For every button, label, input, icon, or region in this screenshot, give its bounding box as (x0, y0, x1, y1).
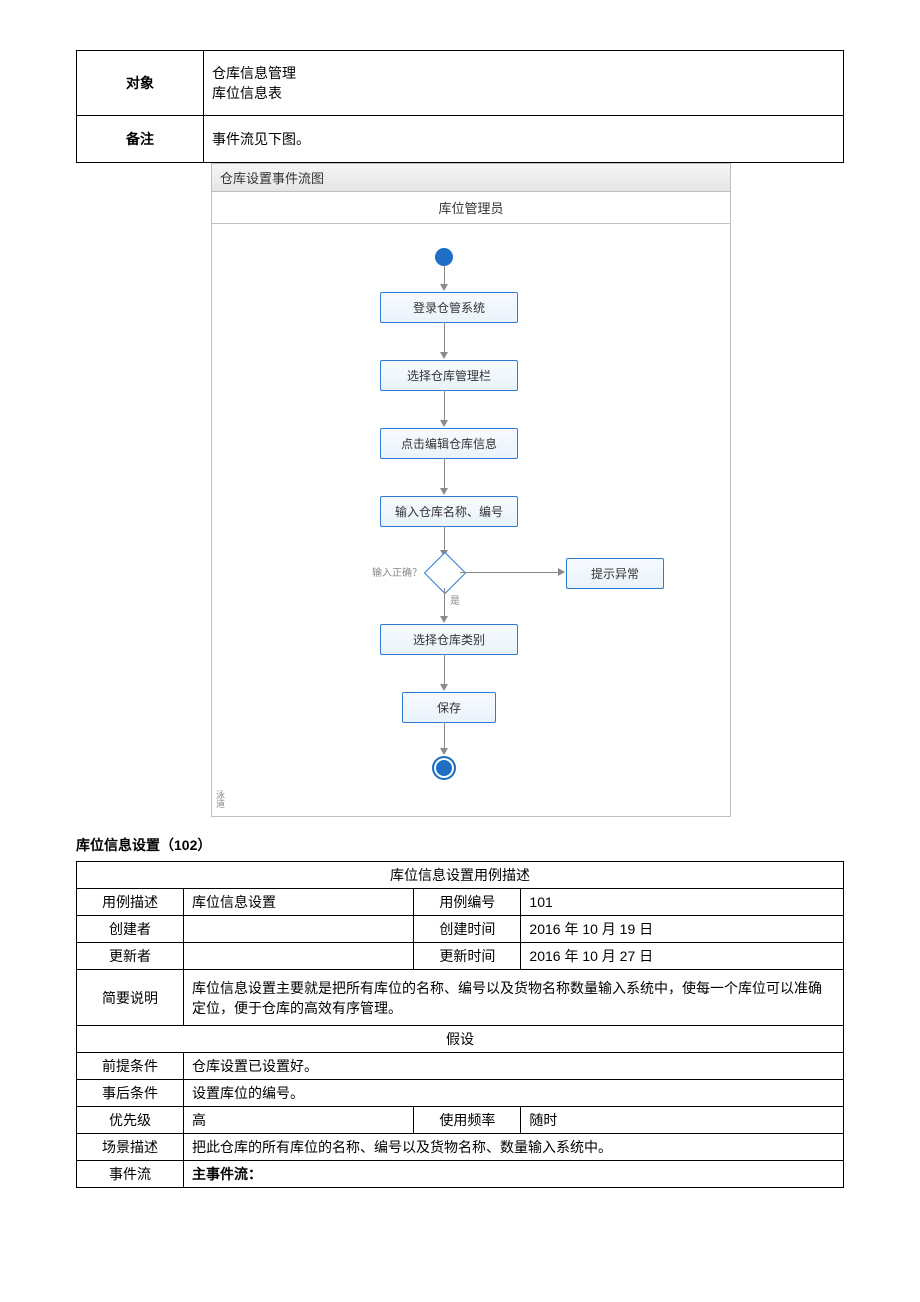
fc-node-edit: 点击编辑仓库信息 (380, 428, 518, 459)
arrow (444, 390, 445, 422)
flowchart-role: 库位管理员 (211, 192, 731, 224)
fc-node-select-tab: 选择仓库管理栏 (380, 360, 518, 391)
t2-prio-value: 高 (184, 1107, 414, 1134)
fc-decision-yes: 是 (450, 592, 460, 607)
t2-id-label: 用例编号 (414, 889, 521, 916)
t2-post-value: 设置库位的编号。 (184, 1080, 844, 1107)
fc-node-input: 输入仓库名称、编号 (380, 496, 518, 527)
flowchart-title: 仓库设置事件流图 (211, 163, 731, 192)
arrowhead-icon (440, 748, 448, 755)
fc-start (435, 248, 453, 266)
fc-decision-label: 输入正确？ (372, 564, 422, 579)
arrow (444, 266, 445, 286)
fc-node-save: 保存 (402, 692, 496, 723)
t2-scene-value: 把此仓库的所有库位的名称、编号以及货物名称、数量输入系统中。 (184, 1134, 844, 1161)
t2-creator-value (184, 916, 414, 943)
section-title: 库位信息设置（102） (76, 835, 844, 855)
t2-freq-label: 使用频率 (414, 1107, 521, 1134)
fc-node-error: 提示异常 (566, 558, 664, 589)
usecase-table: 库位信息设置用例描述 用例描述 库位信息设置 用例编号 101 创建者 创建时间… (76, 861, 844, 1188)
t2-brief-value: 库位信息设置主要就是把所有库位的名称、编号以及货物名称数量输入系统中，使每一个库… (184, 970, 844, 1026)
t2-scene-label: 场景描述 (77, 1134, 184, 1161)
t2-post-label: 事后条件 (77, 1080, 184, 1107)
t1-r1-value: 仓库信息管理 库位信息表 (204, 51, 844, 116)
t2-freq-value: 随时 (521, 1107, 844, 1134)
t1-r1-label: 对象 (77, 51, 204, 116)
t1-r2-label: 备注 (77, 116, 204, 163)
t2-updater-label: 更新者 (77, 943, 184, 970)
arrow (444, 654, 445, 686)
fc-decision (424, 552, 466, 594)
fc-node-category: 选择仓库类别 (380, 624, 518, 655)
arrow (444, 322, 445, 354)
t2-updater-value (184, 943, 414, 970)
t1-r2-value: 事件流见下图。 (204, 116, 844, 163)
arrow (444, 722, 445, 750)
fc-node-login: 登录仓管系统 (380, 292, 518, 323)
arrow (460, 572, 560, 573)
arrowhead-icon (558, 568, 565, 576)
arrowhead-icon (440, 420, 448, 427)
lane-label: 泳道 (214, 790, 227, 808)
arrow (444, 588, 445, 618)
t2-id-value: 101 (521, 889, 844, 916)
arrowhead-icon (440, 684, 448, 691)
t2-pre-label: 前提条件 (77, 1053, 184, 1080)
t2-assume: 假设 (77, 1026, 844, 1053)
t2-brief-label: 简要说明 (77, 970, 184, 1026)
fc-end (432, 756, 456, 780)
t2-flow-label: 事件流 (77, 1161, 184, 1188)
object-table: 对象 仓库信息管理 库位信息表 备注 事件流见下图。 (76, 50, 844, 163)
t2-ctime-value: 2016 年 10 月 19 日 (521, 916, 844, 943)
t2-prio-label: 优先级 (77, 1107, 184, 1134)
arrowhead-icon (440, 352, 448, 359)
t2-creator-label: 创建者 (77, 916, 184, 943)
t2-desc-label: 用例描述 (77, 889, 184, 916)
t2-title: 库位信息设置用例描述 (77, 862, 844, 889)
arrow (444, 458, 445, 490)
flowchart-body: 泳道 登录仓管系统 选择仓库管理栏 点击编辑仓库信息 输入仓库名称、编号 输入正… (211, 224, 731, 817)
t2-pre-value: 仓库设置已设置好。 (184, 1053, 844, 1080)
arrowhead-icon (440, 488, 448, 495)
arrowhead-icon (440, 284, 448, 291)
t2-desc-value: 库位信息设置 (184, 889, 414, 916)
t2-flow-value: 主事件流： (184, 1161, 844, 1188)
t2-utime-value: 2016 年 10 月 27 日 (521, 943, 844, 970)
arrow (444, 526, 445, 552)
flowchart: 仓库设置事件流图 库位管理员 泳道 登录仓管系统 选择仓库管理栏 点击编辑仓库信… (211, 163, 731, 817)
arrowhead-icon (440, 616, 448, 623)
t2-utime-label: 更新时间 (414, 943, 521, 970)
t2-ctime-label: 创建时间 (414, 916, 521, 943)
